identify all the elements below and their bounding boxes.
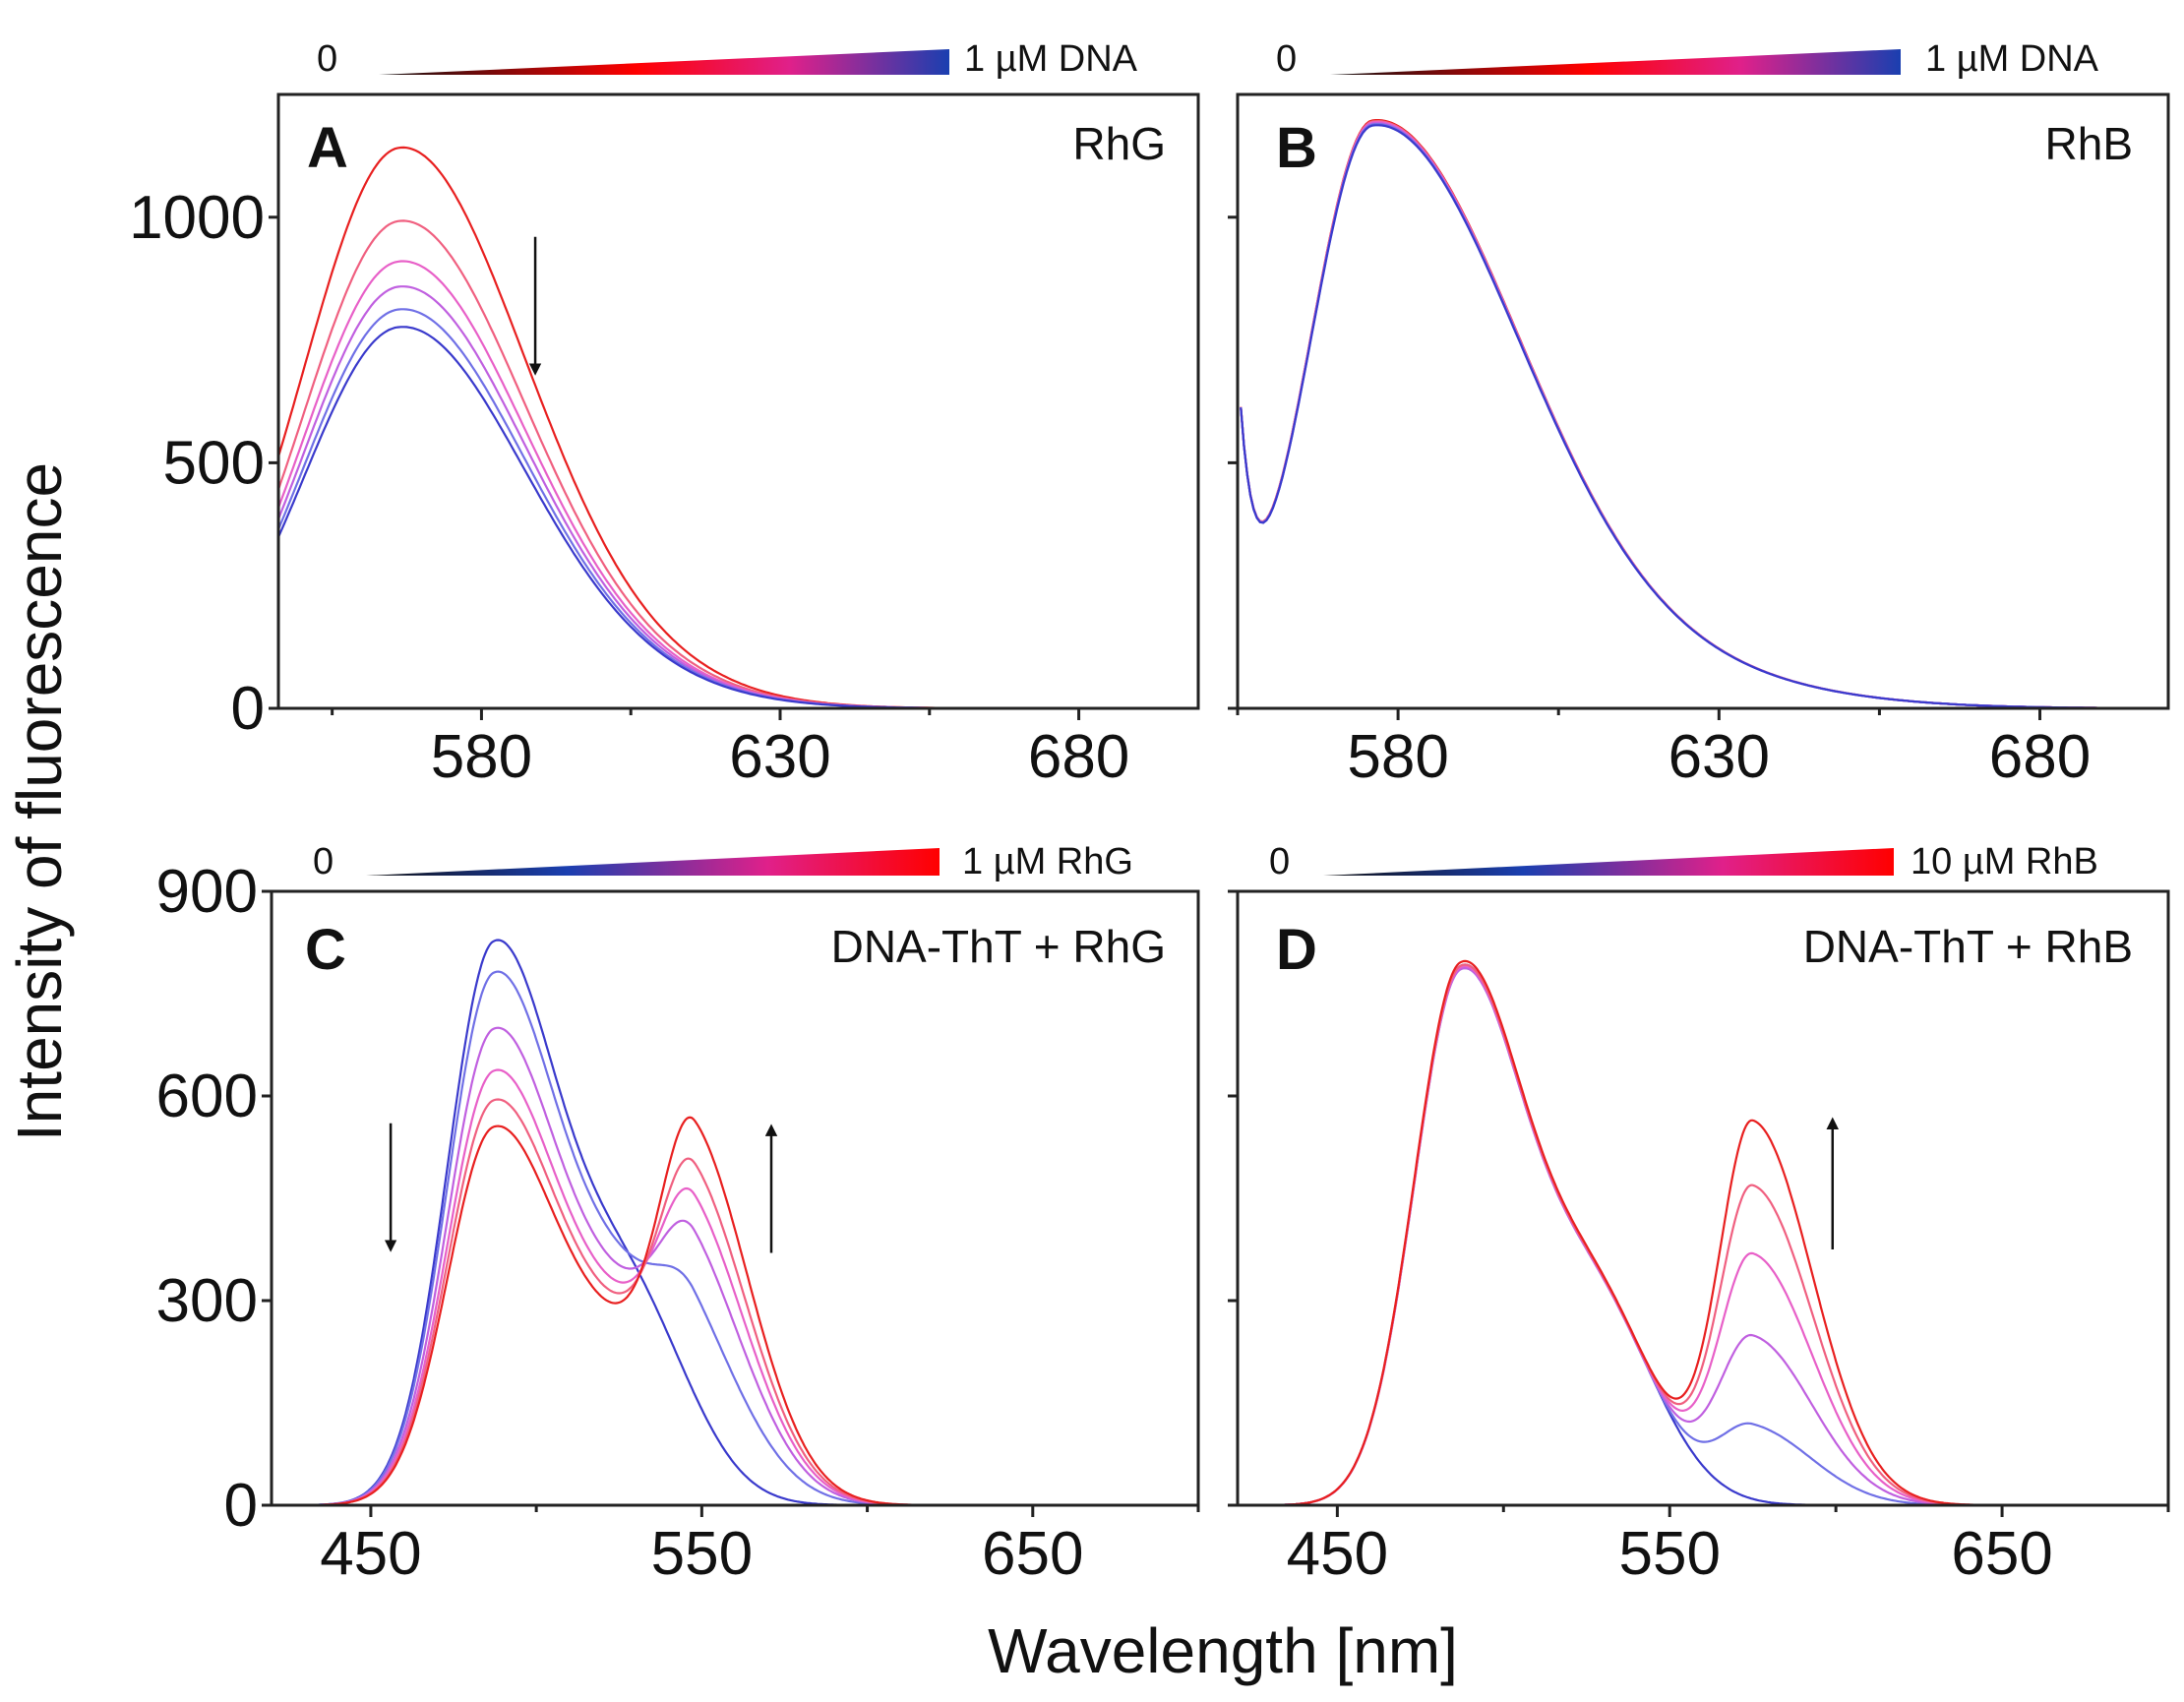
panel-d-axes: 450 550 650 xyxy=(1228,889,2170,1588)
panel-b-series-4-line xyxy=(1240,123,2168,709)
panel-d-letter: D xyxy=(1276,918,1317,982)
panel-c-frame xyxy=(270,889,1200,1507)
panel-b-frame xyxy=(1236,92,2170,710)
panel-a-x-tick-label: 580 xyxy=(431,723,532,791)
panel-d-series-1-line xyxy=(1238,966,2168,1507)
panel-a-series-4-line xyxy=(276,308,1198,710)
panel-d-title: DNA-ThT + RhB xyxy=(1803,921,2133,972)
panel-c-y-tick-label: 300 xyxy=(156,1267,258,1335)
panel-b-axes: 580 630 680 xyxy=(1228,215,2091,791)
panel-c-y-tick-label: 600 xyxy=(156,1063,258,1130)
panel-b-title: RhB xyxy=(2045,118,2133,169)
panel-c-plot-area xyxy=(272,939,1198,1507)
panel-b-series-5-line xyxy=(1240,124,2168,709)
panel-b-series-3-line xyxy=(1240,122,2168,709)
panel-c-gradient-end-label: 1 µM RhG xyxy=(962,841,1133,882)
panel-a-y-tick-label: 0 xyxy=(231,675,265,743)
panel-b-x-tick-label: 680 xyxy=(1989,723,2091,791)
panel-b-gradient-end-label: 1 µM DNA xyxy=(1925,38,2099,80)
panel-b-gradient-wedge xyxy=(1330,49,1901,75)
panel-c-y-tick-label: 900 xyxy=(156,858,258,926)
panel-b-letter: B xyxy=(1276,116,1317,180)
panel-d-frame xyxy=(1236,889,2170,1507)
panel-a-y-tick-label: 500 xyxy=(163,429,265,497)
panel-b-gradient-start-label: 0 xyxy=(1276,38,1297,80)
panel-a-gradient-wedge xyxy=(379,49,949,75)
panel-a: 0 1 µM DNA A RhG 580 630 680 0 500 1000 xyxy=(129,38,1200,791)
panel-d-x-tick-label: 650 xyxy=(1951,1520,2052,1588)
panel-c-gradient-start-label: 0 xyxy=(313,841,334,882)
panel-a-series-0-line xyxy=(276,146,1198,710)
panel-c-title: DNA-ThT + RhG xyxy=(831,921,1166,972)
panel-d-series-0-line xyxy=(1238,963,2168,1507)
panel-a-series-3-line xyxy=(276,285,1198,710)
panel-c-series-4-line xyxy=(272,1098,1198,1507)
panel-a-x-tick-label: 680 xyxy=(1028,723,1129,791)
panel-d-x-tick-label: 450 xyxy=(1287,1520,1388,1588)
panel-a-axes: 580 630 680 0 500 1000 xyxy=(129,184,1129,791)
panel-b-series-2-line xyxy=(1240,121,2168,709)
x-axis-title: Wavelength [nm] xyxy=(988,1615,1458,1686)
panel-c-x-tick-label: 450 xyxy=(320,1520,421,1588)
panel-c-axes: 450 550 650 0 300 600 900 xyxy=(156,858,1200,1588)
panel-a-gradient-end-label: 1 µM DNA xyxy=(964,38,1138,80)
panel-d-gradient-end-label: 10 µM RhB xyxy=(1911,841,2098,882)
panel-d-series-3-line xyxy=(1238,964,2168,1507)
panel-a-y-tick-label: 1000 xyxy=(129,184,265,252)
panel-a-x-tick-label: 630 xyxy=(729,723,830,791)
panel-a-series-5-line xyxy=(276,326,1198,710)
panel-a-series-1-line xyxy=(276,219,1198,710)
panel-c-letter: C xyxy=(305,918,346,982)
panel-d-series-2-line xyxy=(1238,966,2168,1507)
panel-a-gradient-start-label: 0 xyxy=(317,38,337,80)
panel-a-title: RhG xyxy=(1072,118,1166,169)
panel-b-x-tick-label: 630 xyxy=(1668,723,1770,791)
panel-b-plot-area xyxy=(1240,119,2168,709)
panel-a-plot-area xyxy=(276,146,1198,710)
panel-c-x-tick-label: 550 xyxy=(651,1520,753,1588)
panel-c-gradient-wedge xyxy=(366,848,940,876)
panel-a-letter: A xyxy=(307,116,348,180)
panel-d-x-tick-label: 550 xyxy=(1618,1520,1720,1588)
panel-d: 0 10 µM RhB D DNA-ThT + RhB 450 550 650 xyxy=(1228,841,2170,1588)
panel-a-gradient-legend: 0 1 µM DNA xyxy=(317,38,1138,80)
panel-d-plot-area xyxy=(1238,959,2168,1507)
panel-b-x-tick-label: 580 xyxy=(1347,723,1448,791)
panel-b-series-1-line xyxy=(1240,119,2168,709)
panel-d-gradient-start-label: 0 xyxy=(1269,841,1290,882)
panel-d-series-4-line xyxy=(1238,963,2168,1507)
panel-c-x-tick-label: 650 xyxy=(982,1520,1083,1588)
panel-c-series-5-line xyxy=(272,1116,1198,1507)
panel-b-gradient-legend: 0 1 µM DNA xyxy=(1276,38,2099,80)
panel-d-series-5-line xyxy=(1238,959,2168,1507)
panel-d-gradient-wedge xyxy=(1323,848,1894,876)
panel-b-series-0-line xyxy=(1240,119,2168,709)
panel-c-gradient-legend: 0 1 µM RhG xyxy=(313,841,1133,882)
panel-c: 0 1 µM RhG C DNA-ThT + RhG 450 550 650 0 300… xyxy=(156,841,1200,1588)
panel-d-gradient-legend: 0 10 µM RhB xyxy=(1269,841,2098,882)
panel-a-frame xyxy=(276,92,1200,710)
panel-b: 0 1 µM DNA B RhB 580 630 680 xyxy=(1228,38,2170,791)
panel-c-y-tick-label: 0 xyxy=(224,1472,258,1540)
y-axis-title: Intensity of fluorescence xyxy=(4,462,75,1141)
panel-c-series-3-line xyxy=(272,1068,1198,1507)
